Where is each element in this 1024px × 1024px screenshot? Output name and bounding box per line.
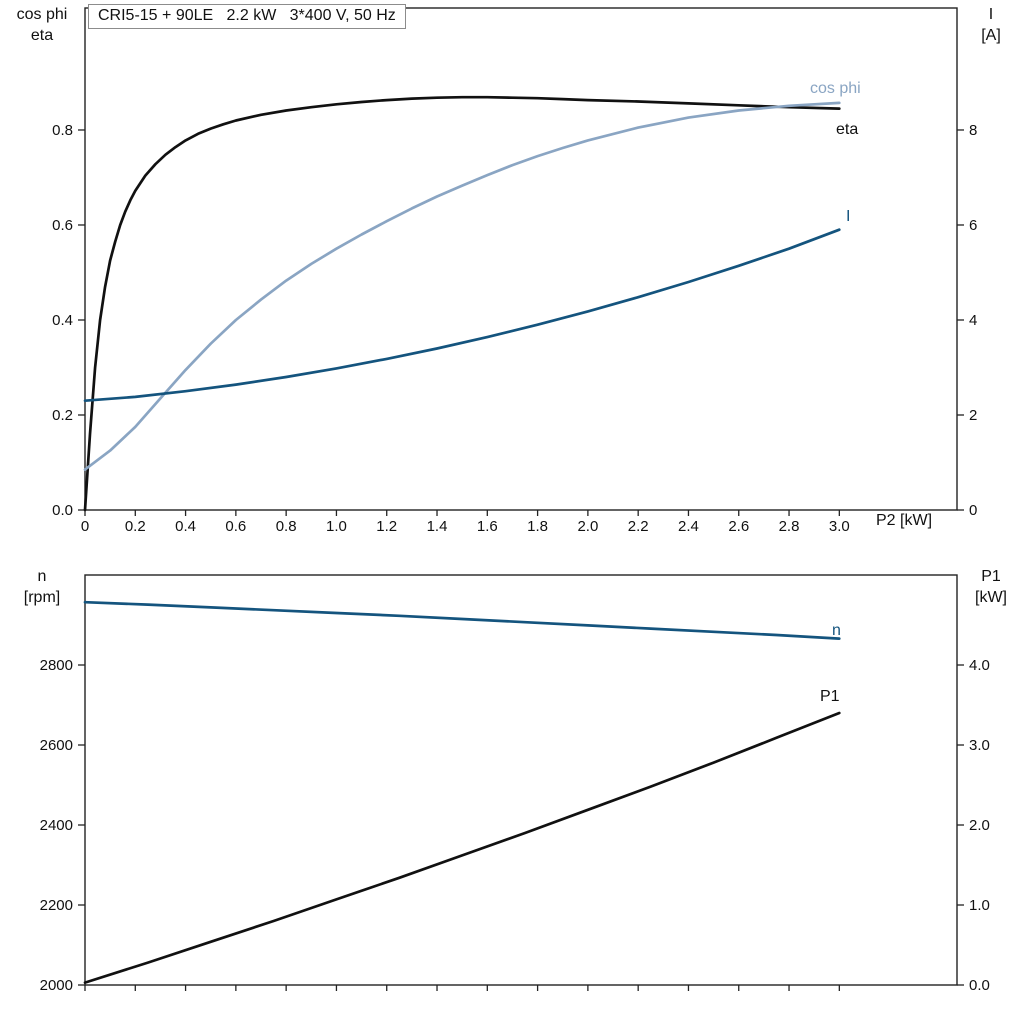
plot-border [84,574,958,986]
bottom-right-axis-line1: P1 [981,568,1001,585]
cos-phi-curve-label: cos phi [810,80,861,97]
tick-label: 2600 [40,737,73,754]
tick-label: 0.0 [52,502,73,519]
current-curve-label: I [846,208,851,225]
tick-label: 4.0 [969,657,990,674]
tick-label: 2200 [40,897,73,914]
plot-border [84,7,958,511]
bottom-right-axis-line2: [kW] [975,589,1007,606]
tick-label: 2.4 [678,518,699,535]
tick-label: 8 [969,122,977,139]
curve-p1 [83,711,841,984]
tick-label: 0.0 [969,977,990,994]
tick-label: 1.0 [326,518,347,535]
curve-current [83,228,841,403]
top-right-axis-line2: [A] [981,27,1001,44]
x-axis-title: P2 [kW] [876,512,933,529]
tick-label: 0.2 [52,407,73,424]
bottom-left-axis-line2: [rpm] [23,589,61,606]
top-right-axis-line1: I [988,6,994,23]
speed-curve-label: n [832,622,841,639]
tick-label: 0.4 [52,312,73,329]
bottom-right-axis-title: P1 [kW] [960,566,1022,608]
bottom-left-axis-line1: n [37,568,47,585]
tick-label: 2.6 [728,518,749,535]
tick-label: 1.2 [376,518,397,535]
tick-label: 0.6 [52,217,73,234]
tick-label: 6 [969,217,977,234]
tick-label: 4 [969,312,977,329]
tick-label: 2 [969,407,977,424]
tick-label: 0 [969,502,977,519]
tick-label: 1.6 [477,518,498,535]
tick-label: 1.8 [527,518,548,535]
tick-label: 0.6 [225,518,246,535]
tick-label: 3.0 [969,737,990,754]
tick-label: 2400 [40,817,73,834]
tick-label: 2800 [40,657,73,674]
tick-label: 2.2 [628,518,649,535]
top-right-axis-title: I [A] [960,4,1022,46]
tick-label: 0.8 [276,518,297,535]
tick-label: 0.2 [125,518,146,535]
pump-title-box: CRI5-15 + 90LE 2.2 kW 3*400 V, 50 Hz [88,4,406,29]
tick-label: 0 [81,518,89,535]
tick-label: 3.0 [829,518,850,535]
curve-eta [83,95,841,512]
eta-curve-label: eta [836,121,859,138]
tick-label: 2.8 [779,518,800,535]
bottom-left-axis-title: n [rpm] [2,566,82,608]
tick-label: 2.0 [577,518,598,535]
curve-cos_phi [83,101,841,471]
tick-label: 2000 [40,977,73,994]
p1-curve-label: P1 [820,688,840,705]
top-left-axis-title: cos phi eta [2,4,82,46]
curve-speed [83,600,841,640]
top-left-axis-line1: cos phi [16,6,68,23]
tick-label: 1.4 [427,518,448,535]
tick-label: 0.8 [52,122,73,139]
top-left-axis-line2: eta [30,27,54,44]
tick-label: 1.0 [969,897,990,914]
tick-label: 2.0 [969,817,990,834]
tick-label: 0.4 [175,518,196,535]
